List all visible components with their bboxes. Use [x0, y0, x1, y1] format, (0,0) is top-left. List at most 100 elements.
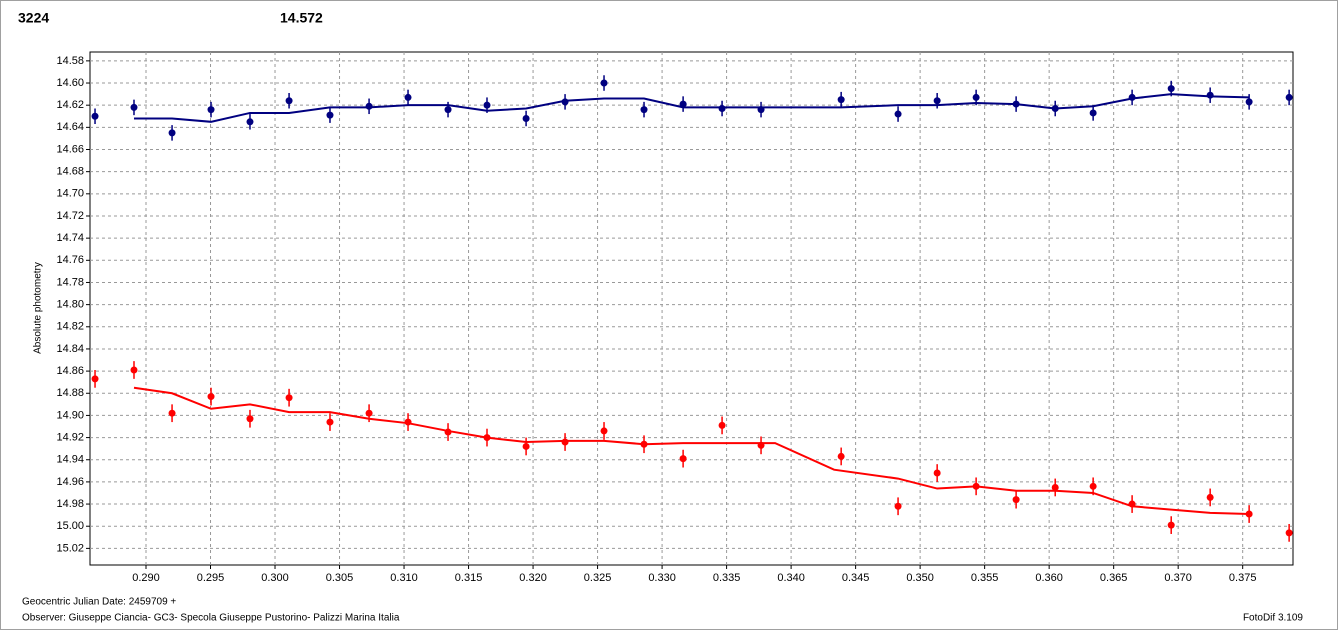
data-point [207, 393, 215, 401]
plot-area [89, 51, 1294, 566]
y-tick-label: 14.64 [56, 121, 84, 133]
fit-line [133, 386, 1250, 516]
data-point [1206, 493, 1214, 501]
y-tick-label: 14.70 [56, 188, 84, 200]
data-point [207, 106, 215, 114]
data-point [168, 409, 176, 417]
data-point [1245, 98, 1253, 106]
data-point [522, 442, 530, 450]
footer-note: Geocentric Julian Date: 2459709 + [22, 597, 176, 608]
data-point [1051, 105, 1059, 113]
y-tick-label: 14.72 [56, 210, 84, 222]
y-tick-label: 15.02 [56, 542, 84, 554]
data-point [757, 441, 765, 449]
y-tick-label: 14.90 [56, 409, 84, 421]
data-point [444, 106, 452, 114]
data-point [561, 98, 569, 106]
data-point [837, 96, 845, 104]
data-point [1012, 100, 1020, 108]
data-point [757, 106, 765, 114]
x-tick-label: 0.340 [777, 572, 805, 584]
y-tick-label: 14.98 [56, 498, 84, 510]
data-point [404, 418, 412, 426]
data-point [972, 93, 980, 101]
data-point [933, 469, 941, 477]
fit-line [133, 93, 1250, 123]
data-point [1089, 109, 1097, 117]
y-tick-label: 14.74 [56, 232, 84, 244]
data-point [285, 394, 293, 402]
data-point [561, 438, 569, 446]
chart-title: 3224 [18, 10, 49, 26]
data-point [1206, 91, 1214, 99]
data-point [894, 502, 902, 510]
data-point [522, 114, 530, 122]
data-point [246, 118, 254, 126]
x-tick-label: 0.320 [519, 572, 547, 584]
y-tick-label: 14.86 [56, 365, 84, 377]
data-point [404, 93, 412, 101]
data-point [1167, 85, 1175, 93]
footer-note: Observer: Giuseppe Ciancia- GC3- Specola… [22, 613, 400, 624]
data-point [894, 110, 902, 118]
y-tick-label: 14.58 [56, 55, 84, 67]
data-point [285, 97, 293, 105]
data-point [972, 482, 980, 490]
data-point [365, 102, 373, 110]
data-point [91, 375, 99, 383]
x-tick-label: 0.290 [132, 572, 160, 584]
data-point [837, 452, 845, 460]
data-point [600, 427, 608, 435]
x-tick-label: 0.310 [390, 572, 418, 584]
data-point [718, 105, 726, 113]
x-tick-label: 0.345 [842, 572, 870, 584]
y-tick-label: 14.94 [56, 454, 84, 466]
data-point [640, 440, 648, 448]
data-point [1167, 521, 1175, 529]
y-tick-label: 14.62 [56, 99, 84, 111]
data-point [130, 366, 138, 374]
data-point [168, 129, 176, 137]
data-point [640, 106, 648, 114]
credit: FotoDif 3.109 [1243, 613, 1303, 624]
x-tick-label: 0.360 [1035, 572, 1063, 584]
y-tick-label: 14.92 [56, 431, 84, 443]
data-point [718, 421, 726, 429]
x-tick-label: 0.325 [584, 572, 612, 584]
x-tick-label: 0.300 [261, 572, 289, 584]
y-tick-label: 14.78 [56, 276, 84, 288]
data-point [483, 434, 491, 442]
y-tick-label: 15.00 [56, 520, 84, 532]
data-point [365, 409, 373, 417]
y-tick-label: 14.66 [56, 143, 84, 155]
x-tick-label: 0.335 [713, 572, 741, 584]
data-point [1285, 529, 1293, 537]
y-tick-label: 14.96 [56, 476, 84, 488]
x-tick-label: 0.295 [197, 572, 225, 584]
data-point [1012, 496, 1020, 504]
x-tick-label: 0.350 [906, 572, 934, 584]
y-tick-label: 14.60 [56, 77, 84, 89]
data-point [600, 79, 608, 87]
data-point [679, 100, 687, 108]
data-point [1089, 482, 1097, 490]
chart-subtitle: 14.572 [280, 10, 323, 26]
data-point [326, 418, 334, 426]
y-tick-label: 14.80 [56, 299, 84, 311]
x-tick-label: 0.365 [1100, 572, 1128, 584]
x-tick-label: 0.330 [648, 572, 676, 584]
x-tick-label: 0.305 [326, 572, 354, 584]
data-point [246, 415, 254, 423]
y-tick-label: 14.82 [56, 321, 84, 333]
y-axis-label: Absolute photometry [33, 262, 44, 354]
x-tick-label: 0.315 [455, 572, 483, 584]
data-point [679, 455, 687, 463]
x-tick-label: 0.370 [1164, 572, 1192, 584]
data-point [1051, 483, 1059, 491]
y-tick-label: 14.76 [56, 254, 84, 266]
y-tick-label: 14.68 [56, 166, 84, 178]
data-point [130, 103, 138, 111]
data-point [933, 97, 941, 105]
data-point [91, 112, 99, 120]
